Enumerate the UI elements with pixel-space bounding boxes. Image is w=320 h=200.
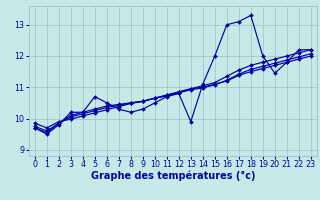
X-axis label: Graphe des températures (°c): Graphe des températures (°c) [91,171,255,181]
